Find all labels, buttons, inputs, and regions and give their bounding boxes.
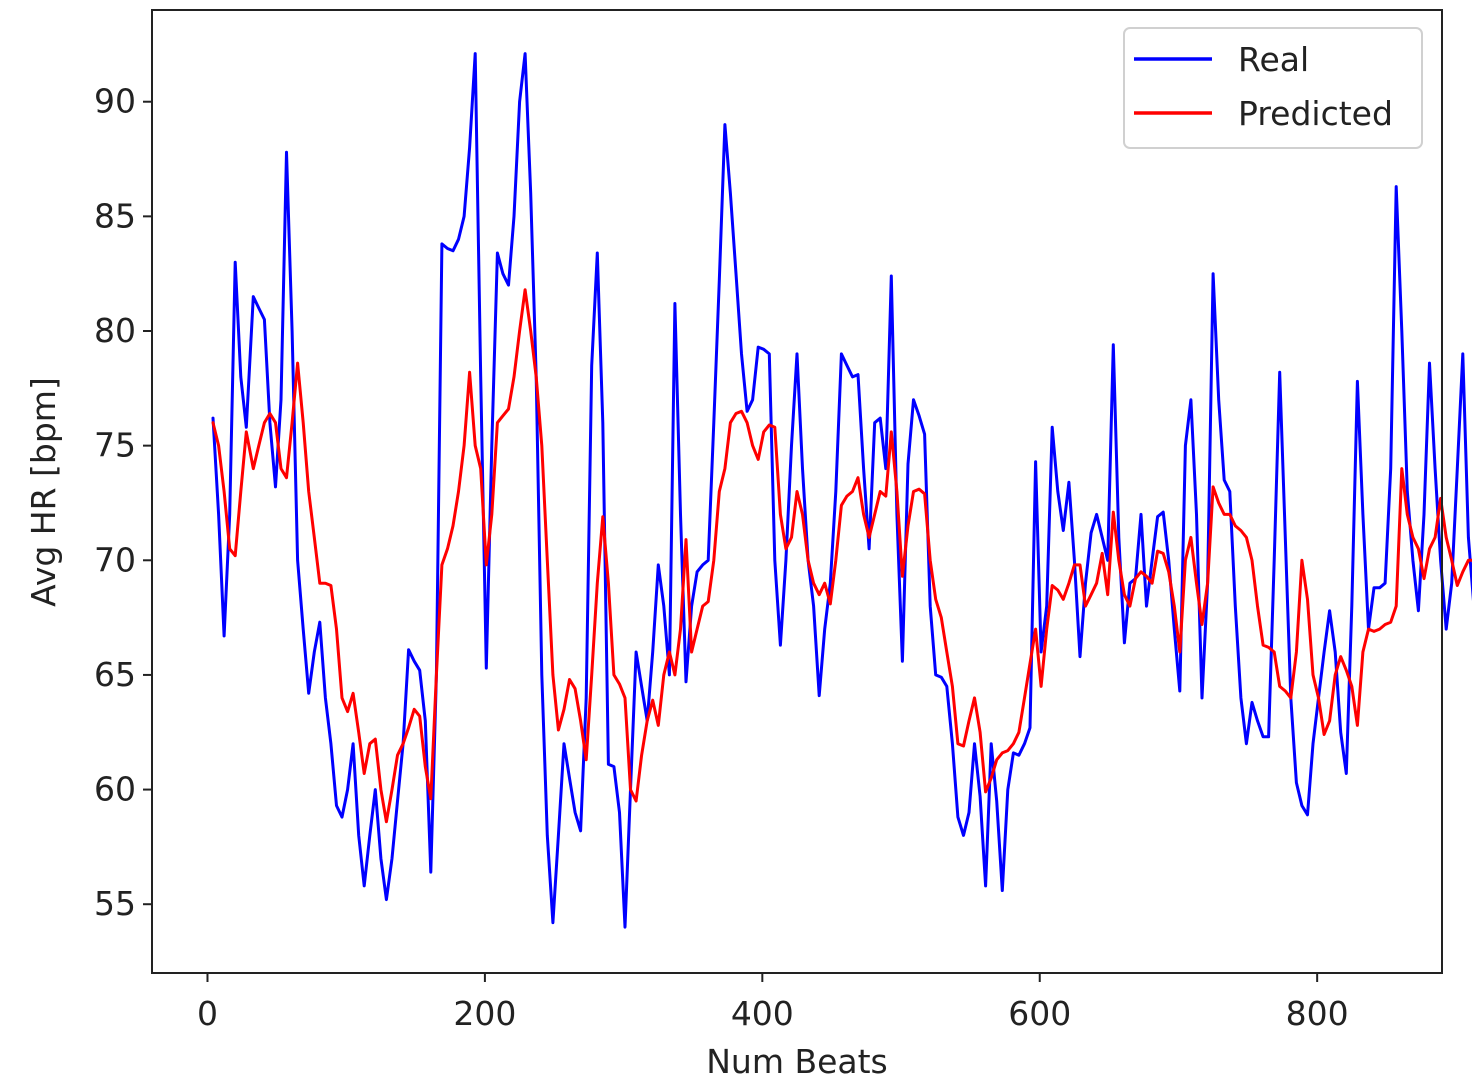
legend-real-label: Real [1238, 40, 1309, 79]
y-tick-label: 75 [94, 426, 136, 465]
y-tick-label: 70 [94, 540, 136, 579]
series-line-predicted [211, 288, 1472, 824]
y-tick-label: 85 [94, 196, 136, 235]
y-tick-label: 60 [94, 770, 136, 809]
x-axis-title: Num Beats [706, 1042, 888, 1081]
plot-frame [151, 9, 1443, 974]
y-tick-label: 65 [94, 655, 136, 694]
x-tick-label: 800 [1286, 994, 1349, 1033]
y-tick-label: 90 [94, 82, 136, 121]
series-layer [211, 52, 1472, 929]
x-tick-label: 0 [197, 994, 218, 1033]
x-tick-label: 200 [453, 994, 516, 1033]
series-line-real [211, 52, 1472, 929]
x-tick-label: 600 [1008, 994, 1071, 1033]
y-tick-label: 80 [94, 311, 136, 350]
legend-predicted-label: Predicted [1238, 94, 1393, 133]
y-tick-label: 55 [94, 884, 136, 923]
legend: Real Predicted [1123, 27, 1423, 149]
y-axis-title: Avg HR [bpm] [24, 377, 63, 607]
y-axis: 55 60 65 70 75 80 85 90 [94, 82, 152, 923]
x-tick-label: 400 [731, 994, 794, 1033]
x-axis: 0 200 400 600 800 [197, 973, 1349, 1033]
